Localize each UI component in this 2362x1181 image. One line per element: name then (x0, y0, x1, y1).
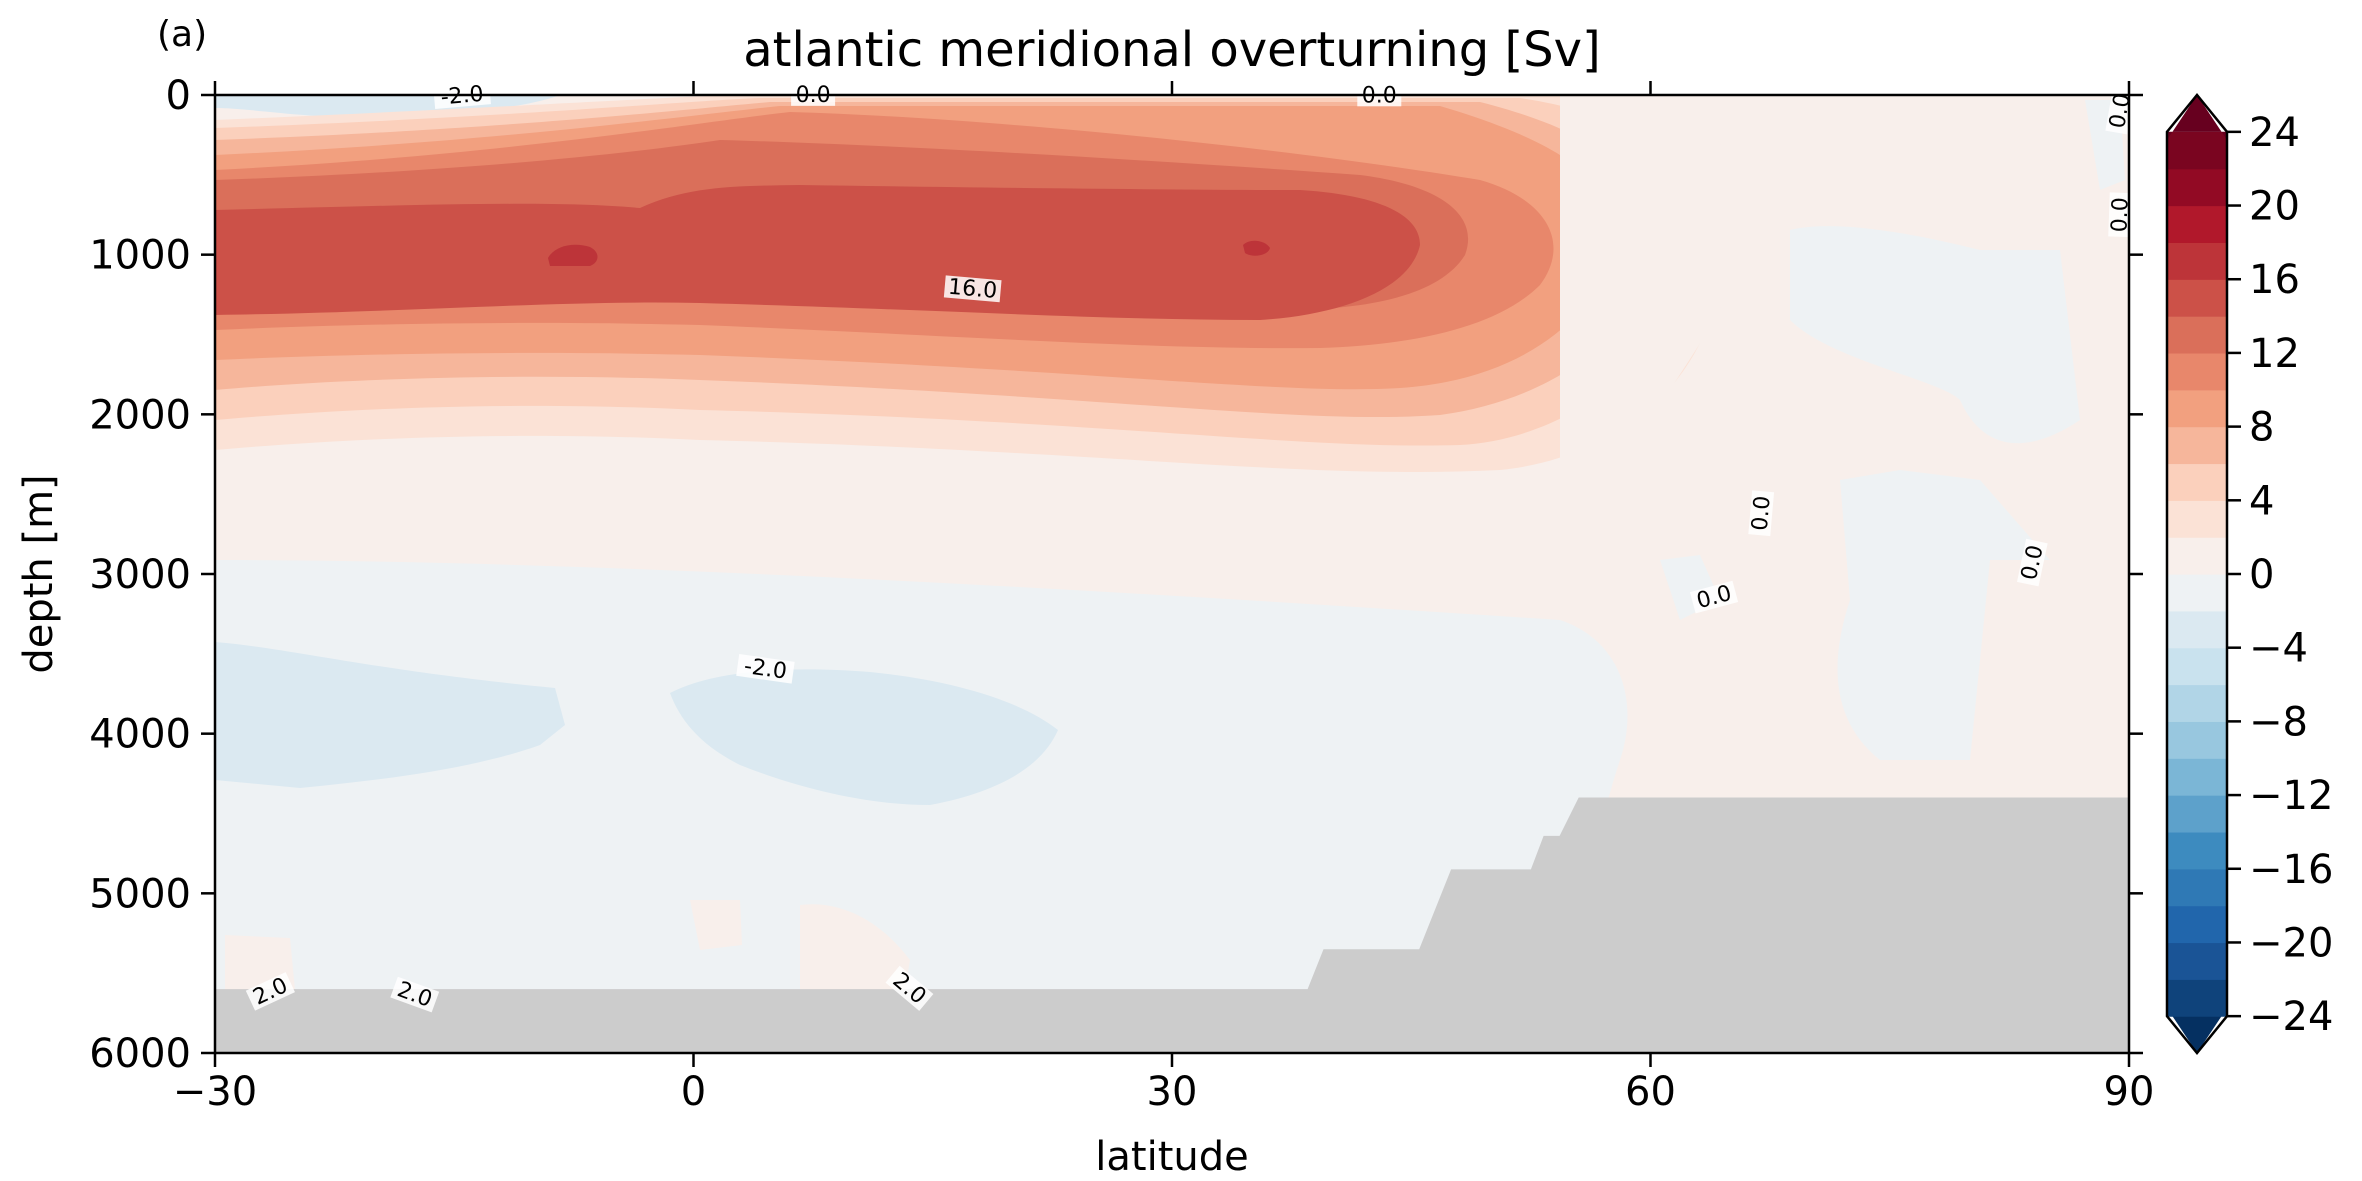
y-tick-label: 3000 (89, 552, 191, 598)
colorbar-level-band (2167, 610, 2227, 649)
contour-fill-positive-bottom-patch (225, 900, 910, 990)
contour-label-background (2105, 87, 2135, 135)
colorbar-level-band (2167, 574, 2227, 612)
colorbar-level-band (2167, 463, 2227, 501)
colorbar-level-band (2167, 721, 2227, 759)
colorbar-level-band (2167, 205, 2227, 243)
y-tick-label: 5000 (89, 871, 191, 917)
y-axis-label: depth [m] (16, 474, 62, 673)
colorbar-level-band (2167, 905, 2227, 944)
colorbar-tick-label: 12 (2249, 331, 2300, 377)
bathymetry-mask (215, 797, 2129, 1053)
contour-label-text: 16.0 (947, 275, 998, 304)
colorbar-tick-label: −16 (2249, 847, 2333, 893)
contour-label-background (885, 965, 934, 1011)
contour-label-text: 0.0 (2105, 92, 2136, 131)
colorbar-level-band (2167, 684, 2227, 722)
colorbar-tick-label: 16 (2249, 257, 2300, 303)
x-tick-label: 30 (1147, 1069, 1198, 1115)
seafloor-land-mask (215, 797, 2129, 1053)
contour-label: -2.0 (736, 654, 795, 685)
contour-plot-area (215, 95, 2129, 1053)
colorbar-tick-label: 4 (2249, 478, 2274, 524)
contour-fill-level-14 (215, 185, 1420, 320)
contour-label-text: 0.0 (1748, 495, 1776, 532)
contour-fill-negative-deep (215, 560, 1628, 1053)
colorbar-level-band (2167, 942, 2227, 980)
colorbar-level-band (2167, 647, 2227, 686)
contour-label-background (943, 275, 1002, 303)
colorbar-level-band (2167, 426, 2227, 465)
colorbar-level-band (2167, 242, 2227, 280)
contour-label-background (390, 976, 440, 1013)
contour-label-background (1748, 490, 1775, 537)
chart-title: atlantic meridional overturning [Sv] (743, 22, 1601, 78)
colorbar-level-band (2167, 795, 2227, 833)
colorbar-tick-label: 8 (2249, 405, 2274, 451)
contour-fill-negative-north (1660, 100, 2125, 760)
x-tick-label: −30 (173, 1069, 257, 1115)
colorbar-level-band (2167, 316, 2227, 354)
colorbar-extend-min (2167, 1008, 2227, 1053)
contour-label: 16.0 (943, 275, 1002, 304)
x-tick-label: 90 (2104, 1069, 2155, 1115)
colorbar-level-band (2167, 868, 2227, 907)
contour-label-background (2108, 192, 2132, 238)
x-axis-ticks: −30 0 30 60 90 (173, 81, 2155, 1115)
x-tick-label: 0 (681, 1069, 706, 1115)
contour-fill-negative-west-cell (215, 642, 565, 788)
y-axis-ticks: 0 1000 2000 3000 4000 5000 6000 (89, 73, 2143, 1077)
colorbar-level-band (2167, 758, 2227, 796)
contour-fill-negative-central-cell (670, 669, 1058, 805)
colorbar-tick-label: 20 (2249, 184, 2300, 230)
contour-label-background (245, 972, 295, 1011)
contour-label-background (736, 654, 795, 684)
colorbar-level-band (2167, 131, 2227, 170)
colorbar-tick-label: 0 (2249, 552, 2274, 598)
y-tick-label: 0 (166, 73, 191, 119)
contour-fill-level-2-north-a (1560, 95, 1748, 470)
colorbar-level-band (2167, 979, 2227, 1017)
colorbar-tick-label: −4 (2249, 626, 2308, 672)
colorbar-level-band (2167, 389, 2227, 428)
y-tick-label: 2000 (89, 392, 191, 438)
contour-fill-level-16-b (1243, 240, 1270, 256)
colorbar-tick-label: −20 (2249, 920, 2333, 966)
panel-label: (a) (157, 14, 207, 55)
colorbar-level-band (2167, 537, 2227, 575)
colorbar (2165, 93, 2229, 1055)
colorbar-ticks: 24 20 16 12 8 4 0 −4 −8 −12 −16 −20 −24 (2227, 110, 2333, 1040)
x-axis-label: latitude (1095, 1134, 1248, 1180)
colorbar-level-band (2167, 352, 2227, 391)
y-tick-label: 6000 (89, 1031, 191, 1077)
y-tick-label: 1000 (89, 233, 191, 279)
colorbar-tick-label: −8 (2249, 699, 2308, 745)
colorbar-tick-label: −24 (2249, 994, 2333, 1040)
colorbar-level-band (2167, 279, 2227, 317)
x-tick-label: 60 (1625, 1069, 1676, 1115)
colorbar-level-band (2167, 168, 2227, 207)
contour-fill-level-16-a (548, 244, 598, 266)
contour-label: 0.0 (2105, 87, 2136, 135)
y-tick-label: 4000 (89, 712, 191, 758)
contour-label-text: -2.0 (742, 654, 788, 685)
colorbar-level-band (2167, 500, 2227, 538)
colorbar-tick-label: −12 (2249, 773, 2333, 819)
contour-label-background (2016, 538, 2048, 587)
contour-label: 0.0 (1748, 490, 1776, 537)
colorbar-level-band (2167, 831, 2227, 870)
colorbar-tick-label: 24 (2249, 110, 2300, 156)
colorbar-extend-max (2167, 95, 2227, 140)
